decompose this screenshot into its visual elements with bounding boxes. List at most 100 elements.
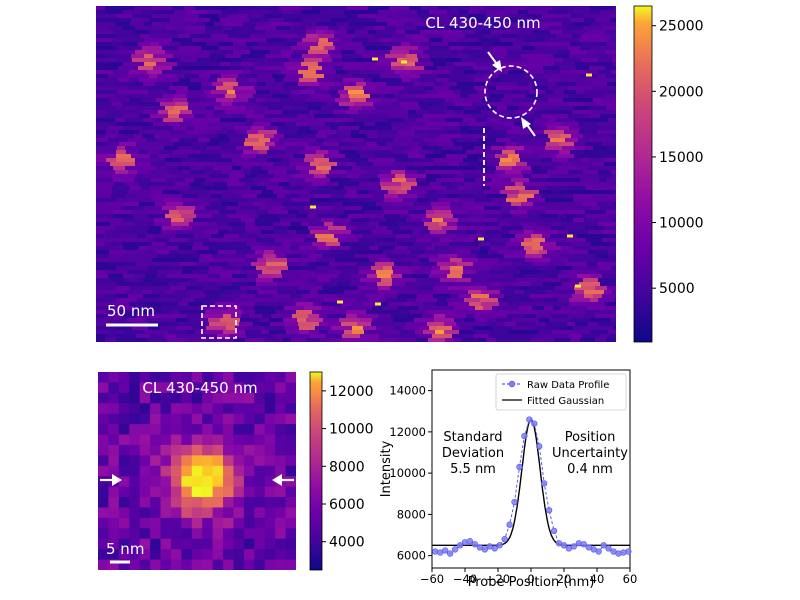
map-a-pixel [130,90,149,95]
map-a-pixel [570,42,582,47]
map-a-pixel [600,10,616,15]
map-a-pixel [221,126,235,131]
map-a-pixel [597,74,607,79]
map-a-pixel [525,314,537,319]
map-a-pixel [232,158,251,163]
map-a-pixel [159,150,173,155]
map-a-pixel [315,270,330,275]
map-a-pixel [523,182,543,187]
map-a-pixel [228,186,237,191]
map-b-pixel [212,372,224,383]
map-a-pixel [510,238,525,243]
map-a-pixel [319,202,336,207]
map-a-pixel [297,42,319,47]
map-a-pixel [560,38,580,43]
map-a-pixel [290,246,300,251]
map-a-pixel [463,174,482,179]
map-a-pixel [581,190,596,195]
map-a-pixel [355,62,376,67]
map-a-pixel [340,94,350,99]
map-a-pixel [469,302,482,307]
map-a-pixel [334,30,348,35]
map-a-pixel [256,22,271,27]
map-a-pixel [397,98,406,103]
map-b-pixel [212,486,224,498]
map-a-pixel [585,90,607,95]
map-a-pixel [563,122,579,127]
map-a-pixel [310,46,325,51]
map-b-pixel [254,424,266,435]
map-b-pixel [202,549,214,560]
map-a-hot-pixel [478,237,484,241]
map-a-pixel [330,126,339,131]
map-a-pixel [527,106,539,111]
map-a-pixel [227,254,236,259]
annotation-unc-line3: 0.4 nm [567,462,613,477]
map-a-pixel [296,230,311,235]
map-a-pixel [464,70,477,75]
map-a-pixel [407,246,427,251]
map-a-pixel [396,190,408,195]
map-a-pixel [166,202,184,207]
map-a-pixel [490,142,507,147]
map-b-pixel [108,455,120,467]
map-a-pixel [166,58,181,63]
map-a-pixel [416,206,433,211]
map-a-pixel [580,222,599,227]
map-a-pixel [431,202,451,207]
map-b-pixel [191,372,203,383]
map-a-pixel [330,106,350,111]
map-a-pixel [325,102,340,107]
map-a-pixel [607,286,616,291]
map-a-pixel [407,314,423,319]
map-b-pixel [243,372,255,383]
map-a-pixel [287,214,297,219]
map-a-pixel [463,266,479,271]
map-a-pixel [394,262,413,267]
map-a-pixel [467,154,487,159]
map-a-pixel [475,202,494,207]
map-a-pixel [548,98,564,103]
map-a-pixel [547,126,558,131]
map-a-pixel [267,266,289,271]
map-a-pixel [514,62,536,67]
map-a-pixel [440,266,451,271]
map-a-pixel [540,242,557,247]
map-b-pixel [181,424,193,435]
map-a-pixel [391,258,403,263]
map-a-pixel [569,334,583,339]
map-a-pixel [434,102,444,107]
map-b-pixel [243,424,255,435]
map-a-pixel [131,18,143,23]
map-a-pixel [323,142,340,147]
map-a-pixel [405,278,417,283]
map-a-pixel [458,38,480,43]
map-b-pixel [160,549,172,560]
map-a-pixel [536,290,547,295]
map-a-pixel [150,114,169,119]
map-a-pixel [116,338,136,342]
map-a-pixel [333,222,350,227]
map-a-pixel [234,266,244,271]
map-a-pixel [260,318,270,323]
map-a-pixel [228,34,240,39]
map-a-pixel [568,10,589,15]
map-a-pixel [350,294,367,299]
map-a-pixel [96,94,116,99]
map-a-pixel [243,150,259,155]
map-a-pixel [188,318,200,323]
map-a-pixel [457,278,472,283]
map-a-pixel [296,122,309,127]
map-a-pixel [388,110,409,115]
map-a-pixel [421,230,431,235]
y-tick-label: 12000 [389,425,426,439]
map-b-pixel [202,372,214,383]
map-a-pixel [216,86,234,91]
map-a-pixel [586,186,606,191]
map-a-pixel [562,162,574,167]
map-b-pixel [170,559,182,570]
map-a-pixel [364,138,377,143]
map-b-pixel [233,444,245,456]
map-a-pixel [488,334,497,339]
map-a-pixel [117,334,137,339]
